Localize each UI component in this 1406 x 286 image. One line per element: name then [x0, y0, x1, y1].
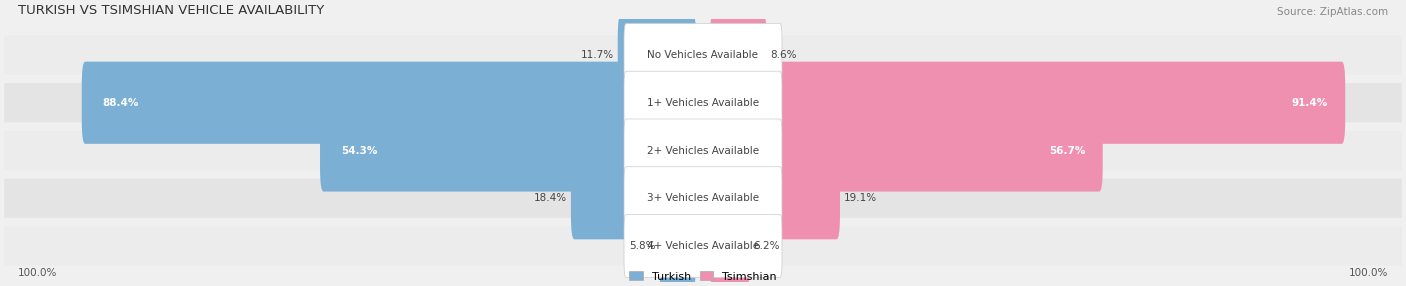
Text: Source: ZipAtlas.com: Source: ZipAtlas.com	[1277, 7, 1388, 17]
Text: 91.4%: 91.4%	[1292, 98, 1327, 108]
Text: 100.0%: 100.0%	[1348, 269, 1388, 279]
FancyBboxPatch shape	[659, 205, 696, 286]
FancyBboxPatch shape	[710, 62, 1346, 144]
Text: 8.6%: 8.6%	[770, 50, 797, 60]
FancyBboxPatch shape	[571, 157, 696, 239]
FancyBboxPatch shape	[624, 214, 782, 277]
FancyBboxPatch shape	[624, 71, 782, 134]
FancyBboxPatch shape	[4, 35, 1402, 75]
FancyBboxPatch shape	[4, 179, 1402, 218]
Legend: Turkish, Tsimshian: Turkish, Tsimshian	[630, 271, 776, 281]
FancyBboxPatch shape	[710, 110, 1102, 192]
FancyBboxPatch shape	[624, 23, 782, 86]
Text: 1+ Vehicles Available: 1+ Vehicles Available	[647, 98, 759, 108]
Text: 56.7%: 56.7%	[1049, 146, 1085, 156]
Text: 2+ Vehicles Available: 2+ Vehicles Available	[647, 146, 759, 156]
FancyBboxPatch shape	[4, 131, 1402, 170]
Text: No Vehicles Available: No Vehicles Available	[648, 50, 758, 60]
Text: 18.4%: 18.4%	[534, 193, 568, 203]
FancyBboxPatch shape	[4, 227, 1402, 266]
FancyBboxPatch shape	[710, 14, 766, 96]
Text: 4+ Vehicles Available: 4+ Vehicles Available	[647, 241, 759, 251]
FancyBboxPatch shape	[624, 167, 782, 230]
FancyBboxPatch shape	[710, 205, 749, 286]
Text: 6.2%: 6.2%	[754, 241, 780, 251]
Text: 88.4%: 88.4%	[103, 98, 139, 108]
Text: TURKISH VS TSIMSHIAN VEHICLE AVAILABILITY: TURKISH VS TSIMSHIAN VEHICLE AVAILABILIT…	[18, 4, 325, 17]
FancyBboxPatch shape	[4, 83, 1402, 122]
FancyBboxPatch shape	[617, 14, 696, 96]
Text: 3+ Vehicles Available: 3+ Vehicles Available	[647, 193, 759, 203]
Text: 11.7%: 11.7%	[581, 50, 614, 60]
Text: 100.0%: 100.0%	[18, 269, 58, 279]
FancyBboxPatch shape	[710, 157, 839, 239]
FancyBboxPatch shape	[321, 110, 696, 192]
FancyBboxPatch shape	[82, 62, 696, 144]
Text: 54.3%: 54.3%	[342, 146, 377, 156]
Text: 19.1%: 19.1%	[844, 193, 876, 203]
Text: 5.8%: 5.8%	[628, 241, 655, 251]
FancyBboxPatch shape	[624, 119, 782, 182]
